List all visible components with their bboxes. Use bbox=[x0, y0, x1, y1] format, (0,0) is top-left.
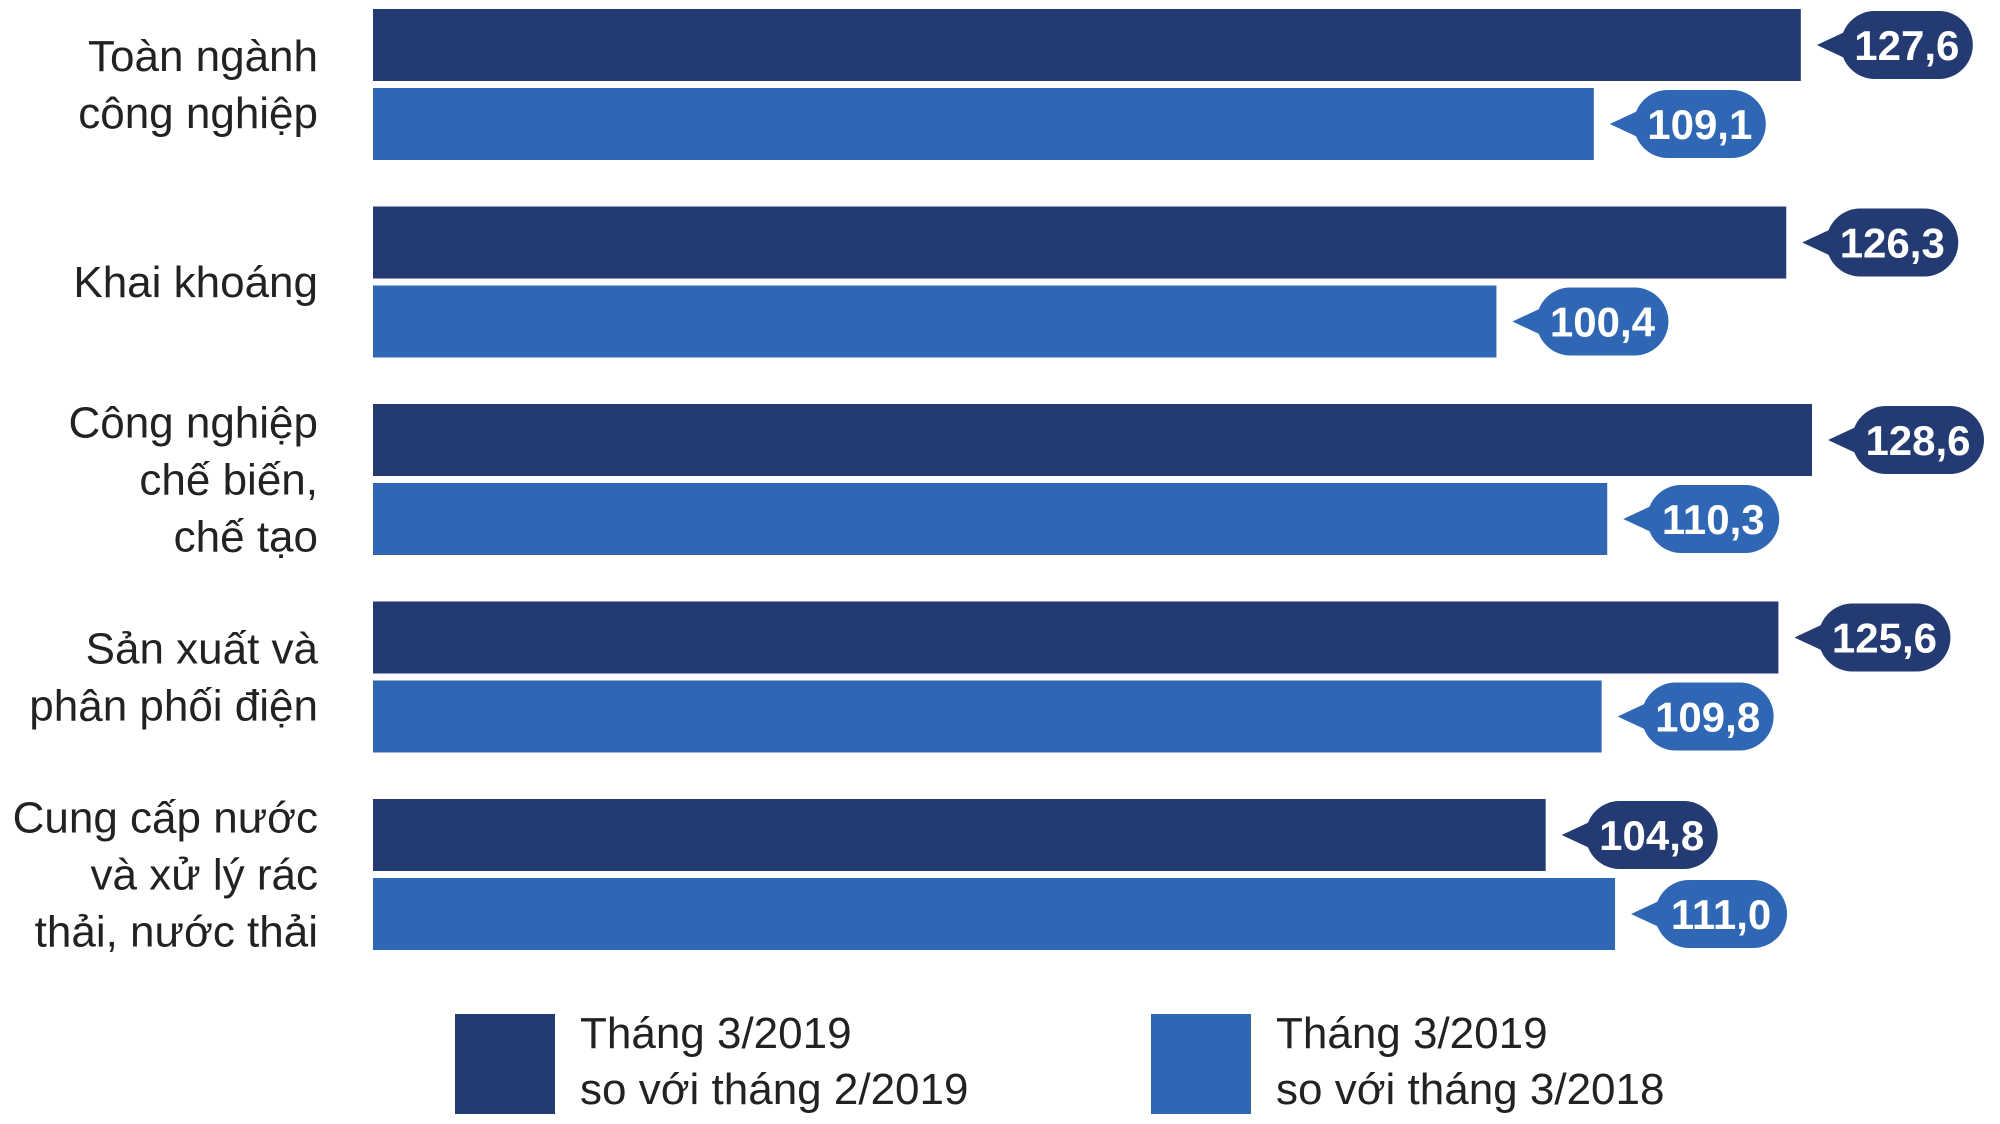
bar bbox=[373, 206, 1787, 279]
bar bbox=[373, 680, 1602, 753]
data-label: 126,3 bbox=[1840, 220, 1945, 267]
value-bubble-pointer bbox=[1631, 900, 1662, 928]
bar bbox=[373, 9, 1801, 81]
value-bubble bbox=[1826, 208, 1959, 277]
data-label: 128,6 bbox=[1865, 417, 1970, 464]
value-bubble bbox=[1536, 287, 1669, 356]
category-labels: Toàn ngành công nghiệp Khai khoáng Công ngh… bbox=[13, 32, 319, 957]
value-bubble-pointer bbox=[1609, 110, 1640, 138]
value-bubble-pointer bbox=[1617, 702, 1648, 731]
value-bubble-pointer bbox=[1623, 505, 1654, 533]
value-bubble bbox=[1655, 880, 1788, 948]
bar bbox=[373, 88, 1594, 160]
data-label: 127,6 bbox=[1854, 22, 1959, 69]
data-label: 110,3 bbox=[1662, 496, 1765, 543]
data-label: 109,8 bbox=[1655, 694, 1760, 741]
bars bbox=[373, 9, 1812, 950]
bar bbox=[373, 285, 1497, 358]
legend: Tháng 3/2019 so với tháng 2/2019 Tháng 3/2… bbox=[455, 1009, 1664, 1114]
value-bubble bbox=[1647, 485, 1780, 553]
bar bbox=[373, 483, 1608, 555]
value-bubble bbox=[1852, 406, 1984, 474]
data-label: 125,6 bbox=[1832, 615, 1937, 662]
value-bubble bbox=[1585, 801, 1718, 869]
value-bubble bbox=[1840, 11, 1973, 79]
legend-swatch bbox=[1151, 1014, 1251, 1114]
bar bbox=[373, 404, 1812, 476]
value-bubble bbox=[1641, 682, 1774, 751]
value-bubble-pointer bbox=[1794, 623, 1825, 652]
data-label: 111,0 bbox=[1671, 891, 1771, 938]
value-bubble-pointer bbox=[1816, 31, 1847, 59]
bar bbox=[373, 878, 1616, 950]
value-bubble-pointer bbox=[1512, 307, 1543, 336]
data-label: 100,4 bbox=[1550, 299, 1656, 346]
bar bbox=[373, 601, 1779, 674]
bar bbox=[373, 799, 1546, 871]
value-bubble-pointer bbox=[1828, 426, 1858, 454]
value-labels: 127,6 109,1 126,3 100,4 128,6 110,3 125,6 109,8… bbox=[1512, 11, 1984, 948]
value-bubble bbox=[1818, 603, 1951, 672]
legend-label: Tháng 3/2019 so với tháng 3/2018 bbox=[1276, 1009, 1664, 1114]
value-bubble-pointer bbox=[1561, 821, 1592, 849]
data-label: 104,8 bbox=[1599, 812, 1704, 859]
legend-label: Tháng 3/2019 so với tháng 2/2019 bbox=[580, 1009, 968, 1114]
category-label: Khai khoáng bbox=[73, 258, 318, 307]
value-bubble bbox=[1633, 90, 1766, 158]
data-label: 109,1 bbox=[1647, 101, 1752, 148]
category-label: Sản xuất và phân phối điện bbox=[29, 625, 318, 731]
category-label: Toàn ngành công nghiệp bbox=[78, 32, 318, 138]
value-bubble-pointer bbox=[1802, 228, 1833, 257]
category-label: Cung cấp nước và xử lý rác thải, nước thải bbox=[13, 794, 318, 957]
legend-swatch bbox=[455, 1014, 555, 1114]
category-label: Công nghiệp chế biến, chế tạo bbox=[68, 399, 318, 562]
